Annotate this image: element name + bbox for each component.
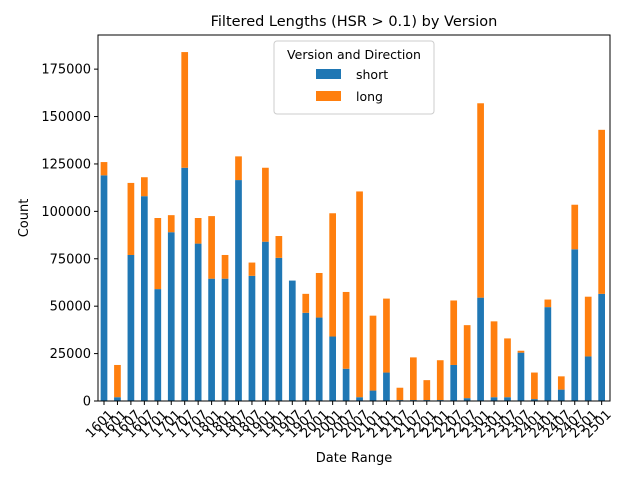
bar-long-13 — [275, 236, 283, 258]
bar-short-28 — [477, 297, 484, 401]
y-tick-label: 0 — [83, 395, 91, 410]
bar-long-36 — [584, 296, 592, 357]
bar-short-2 — [127, 254, 135, 401]
bar-long-24 — [423, 380, 431, 401]
bar-long-12 — [262, 167, 269, 242]
bar-long-16 — [315, 272, 323, 318]
bar-short-26 — [450, 364, 458, 401]
bar-long-29 — [490, 321, 498, 398]
bar-short-32 — [531, 399, 538, 401]
y-tick-label: 150000 — [41, 110, 91, 125]
bar-long-20 — [369, 315, 377, 391]
bar-short-5 — [167, 232, 175, 401]
legend-swatch-short — [316, 69, 341, 79]
bar-long-21 — [383, 298, 390, 373]
bar-short-11 — [248, 275, 256, 401]
legend-label-long: long — [356, 89, 383, 104]
legend-swatch-long — [316, 91, 341, 101]
bar-short-34 — [557, 389, 565, 401]
bar-short-30 — [504, 397, 511, 401]
bar-short-4 — [154, 289, 162, 401]
bar-long-5 — [167, 215, 175, 233]
bar-long-30 — [504, 338, 511, 398]
bar-short-37 — [598, 293, 605, 401]
bar-long-22 — [396, 387, 404, 401]
bar-short-13 — [275, 257, 283, 401]
bar-short-17 — [329, 336, 336, 401]
bars-group — [100, 52, 605, 401]
chart-title: Filtered Lengths (HSR > 0.1) by Version — [211, 14, 498, 30]
y-axis-label: Count — [17, 199, 32, 238]
bar-short-16 — [315, 317, 323, 401]
y-tick-label: 175000 — [41, 63, 91, 78]
bar-long-2 — [127, 182, 135, 255]
y-tick-label: 50000 — [50, 300, 91, 315]
bar-long-23 — [410, 357, 417, 401]
bar-long-11 — [248, 262, 256, 276]
bar-long-1 — [114, 364, 121, 398]
bar-long-9 — [221, 254, 229, 279]
bar-long-33 — [544, 299, 552, 308]
bar-long-7 — [194, 218, 202, 244]
bar-short-15 — [302, 312, 310, 401]
bar-short-27 — [463, 398, 471, 401]
x-axis-label: Date Range — [316, 451, 392, 466]
bar-long-15 — [302, 293, 310, 313]
bar-short-10 — [235, 180, 242, 401]
bar-short-12 — [262, 241, 269, 401]
bar-short-33 — [544, 307, 552, 401]
bar-short-1 — [114, 397, 121, 401]
x-axis-ticks: 1601160116071607170117011707170718011801… — [83, 401, 615, 441]
bar-long-37 — [598, 129, 605, 294]
y-tick-label: 100000 — [41, 205, 91, 220]
bar-long-6 — [181, 52, 189, 168]
bar-short-31 — [517, 352, 525, 401]
y-tick-label: 75000 — [50, 252, 91, 267]
bar-long-26 — [450, 300, 458, 365]
bar-short-8 — [208, 278, 215, 401]
y-tick-label: 125000 — [41, 157, 91, 172]
legend-title: Version and Direction — [287, 47, 421, 62]
y-tick-label: 25000 — [50, 347, 91, 362]
bar-long-10 — [235, 156, 242, 181]
plot-area-frame — [97, 34, 611, 402]
bar-long-28 — [477, 103, 484, 298]
bar-long-3 — [141, 177, 148, 197]
bar-short-19 — [356, 397, 363, 401]
bar-long-19 — [356, 191, 363, 398]
bar-short-3 — [141, 196, 148, 401]
bar-short-21 — [383, 372, 390, 401]
bar-short-6 — [181, 167, 189, 401]
bar-long-34 — [557, 376, 565, 390]
bar-long-8 — [208, 216, 215, 279]
bar-long-31 — [517, 350, 525, 353]
bar-long-25 — [436, 360, 444, 401]
bar-short-9 — [221, 278, 229, 401]
bar-long-0 — [100, 162, 108, 176]
legend-box — [273, 40, 435, 115]
bar-short-35 — [571, 249, 579, 401]
bar-short-14 — [288, 280, 296, 401]
bar-long-35 — [571, 204, 579, 250]
bar-long-17 — [329, 213, 336, 337]
legend: Version and Direction short long — [273, 40, 435, 115]
y-axis-ticks: 0 25000 50000 75000 100000 125000 150000 175000 — [41, 63, 98, 410]
bar-long-18 — [342, 291, 350, 369]
bar-long-4 — [154, 218, 162, 290]
bar-short-36 — [584, 356, 592, 401]
bar-short-0 — [100, 175, 108, 401]
bar-short-18 — [342, 368, 350, 401]
bar-short-29 — [490, 397, 498, 401]
bar-long-27 — [463, 325, 471, 399]
bar-long-32 — [531, 372, 538, 400]
legend-label-short: short — [356, 67, 388, 82]
bar-short-7 — [194, 243, 202, 401]
bar-short-20 — [369, 390, 377, 401]
